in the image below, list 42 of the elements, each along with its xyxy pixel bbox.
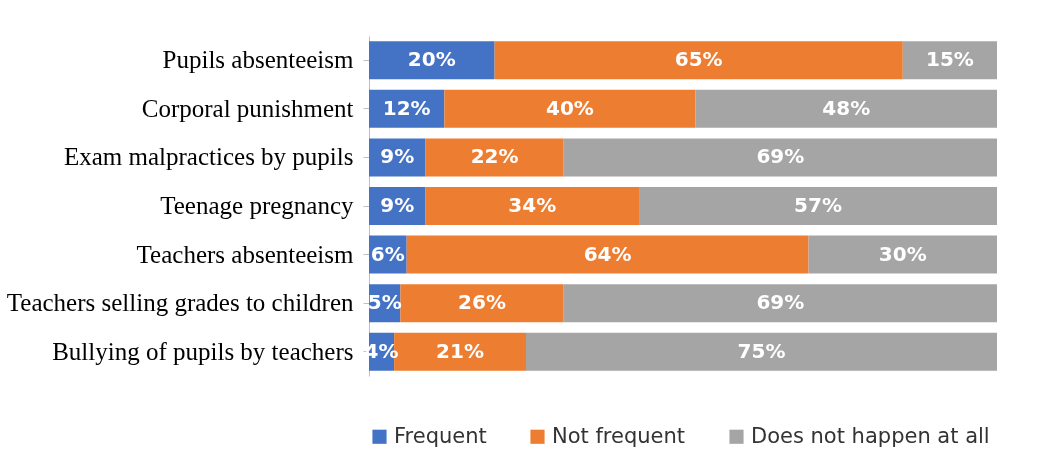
data-label: 22% [470,144,519,169]
bar [563,284,997,323]
data-label: 57% [794,193,842,217]
data-label: 20% [407,47,456,72]
data-label: 9% [380,193,415,217]
data-label: 64% [583,241,632,266]
data-label: 69% [756,144,805,169]
bar [444,89,696,128]
data-label: 65% [674,47,723,72]
bar [695,89,997,128]
y-tick-label: Corporal punishment [141,94,354,122]
data-label: 21% [436,338,484,363]
legend-label: Frequent [394,423,487,448]
data-label: 40% [546,95,594,120]
bar [494,41,903,80]
bar [808,235,997,274]
bar [639,187,997,225]
y-tick-label: Bullying of pupils by teachers [52,337,354,365]
bar [425,187,640,225]
bar [369,41,495,80]
data-label: 34% [508,193,557,217]
data-label: 26% [458,290,506,315]
y-tick-label: Exam malpractices by pupils [63,143,354,171]
data-label: 9% [380,144,415,169]
y-tick-label: Teachers absenteeism [136,240,355,268]
bar [526,332,997,371]
bar [425,138,564,177]
data-label: 12% [382,95,431,120]
y-tick-label: Teachers selling grades to children [6,289,354,317]
data-label: 75% [737,338,786,363]
y-tick-label: Teenage pregnancy [160,192,354,219]
legend-label: Does not happen at all [751,423,990,448]
data-label: 48% [822,95,871,120]
legend-label: Not frequent [552,423,686,448]
bar [400,284,564,323]
bar [563,138,997,177]
data-label: 69% [756,290,805,315]
bar [406,235,809,274]
data-label: 6% [370,241,405,266]
y-tick-label: Pupils absenteeism [162,46,355,74]
data-label: 30% [878,241,927,266]
data-label: 15% [925,47,974,72]
